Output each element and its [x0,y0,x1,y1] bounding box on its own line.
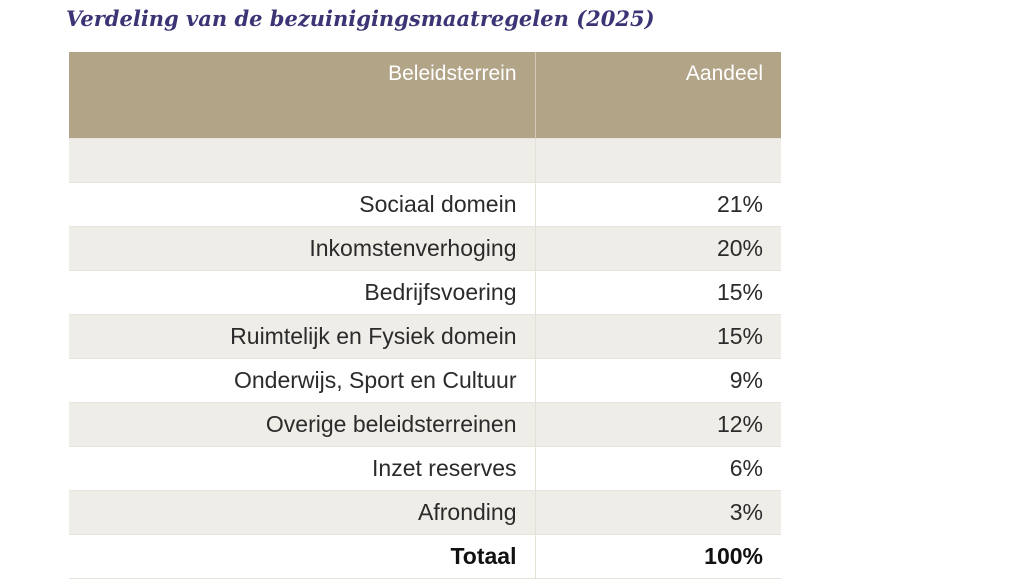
cell-beleidsterrein: Onderwijs, Sport en Cultuur [69,357,536,402]
table-row: Bedrijfsvoering 15% [69,269,781,314]
cell-aandeel: 20% [535,225,781,270]
cell-beleidsterrein: Bedrijfsvoering [69,269,536,314]
cell-aandeel: 9% [535,357,781,402]
cell-aandeel: 6% [535,445,781,490]
table-row: Inzet reserves 6% [69,445,781,490]
cell-beleidsterrein: Overige beleidsterreinen [69,401,536,446]
cell-aandeel: 3% [535,489,781,534]
cell-beleidsterrein: Sociaal domein [69,181,536,226]
cell-aandeel: 15% [535,269,781,314]
table-row: Ruimtelijk en Fysiek domein 15% [69,313,781,358]
allocation-table: Beleidsterrein Aandeel Sociaal domein 21%… [69,52,781,579]
table-row: Overige beleidsterreinen 12% [69,401,781,446]
cell-aandeel: 15% [535,313,781,358]
total-value: 100% [535,533,781,579]
table-row: Afronding 3% [69,489,781,534]
cell-beleidsterrein [69,137,536,182]
cell-aandeel: 12% [535,401,781,446]
table-body: Sociaal domein 21% Inkomstenverhoging 20% Be… [69,137,781,579]
table-row: Sociaal domein 21% [69,181,781,226]
table-row: Onderwijs, Sport en Cultuur 9% [69,357,781,402]
total-label: Totaal [69,533,536,579]
cell-beleidsterrein: Inzet reserves [69,445,536,490]
header-row: Beleidsterrein Aandeel [69,52,781,138]
table-title: Verdeling van de bezuinigingsmaatregelen… [66,6,655,31]
cell-beleidsterrein: Inkomstenverhoging [69,225,536,270]
cell-beleidsterrein: Ruimtelijk en Fysiek domein [69,313,536,358]
table-row: Inkomstenverhoging 20% [69,225,781,270]
table-row [69,137,781,182]
cell-aandeel: 21% [535,181,781,226]
column-header-beleidsterrein: Beleidsterrein [69,52,536,138]
cell-beleidsterrein: Afronding [69,489,536,534]
total-row: Totaal 100% [69,533,781,579]
cell-aandeel [535,137,781,182]
column-header-aandeel: Aandeel [535,52,781,138]
